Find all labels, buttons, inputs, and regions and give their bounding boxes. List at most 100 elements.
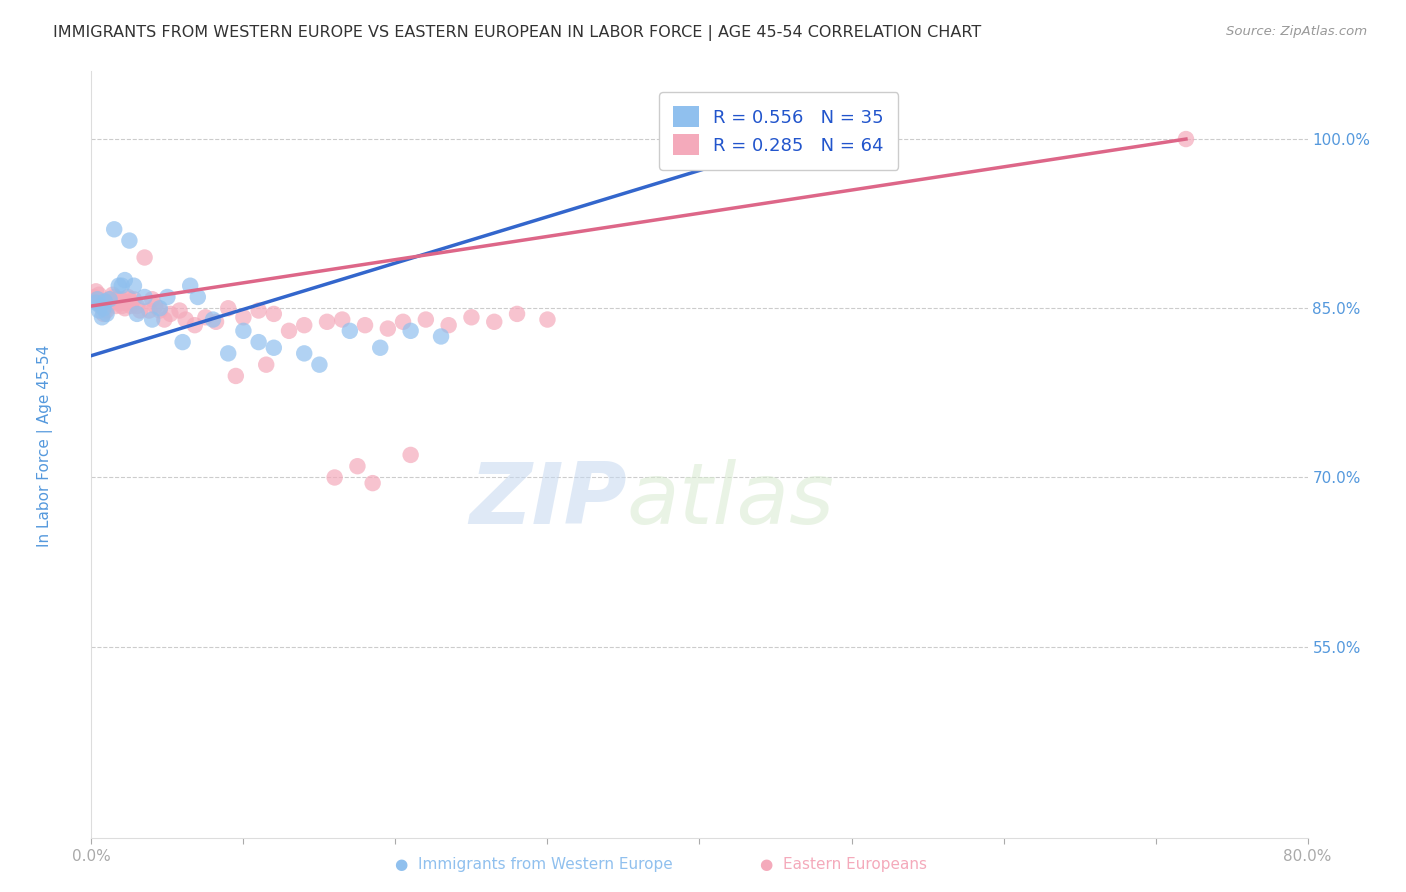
Point <box>247 335 270 350</box>
Point <box>354 318 377 333</box>
Point <box>399 324 422 338</box>
Point <box>149 303 172 318</box>
Point <box>174 312 197 326</box>
Point <box>437 318 460 333</box>
Point <box>143 299 166 313</box>
Point <box>134 290 156 304</box>
Point <box>107 295 129 310</box>
Point <box>98 292 121 306</box>
Point <box>107 278 129 293</box>
Point <box>114 273 136 287</box>
Point <box>194 310 217 325</box>
Legend: R = 0.556   N = 35, R = 0.285   N = 64: R = 0.556 N = 35, R = 0.285 N = 64 <box>659 92 898 169</box>
Point <box>292 318 315 333</box>
Point <box>104 299 127 313</box>
Point <box>100 295 122 310</box>
Point <box>263 341 285 355</box>
Point <box>86 292 108 306</box>
Point <box>415 312 437 326</box>
Text: atlas: atlas <box>627 459 835 542</box>
Point <box>149 301 172 316</box>
Point <box>84 295 107 310</box>
Point <box>115 295 138 310</box>
Text: Source: ZipAtlas.com: Source: ZipAtlas.com <box>1226 25 1367 38</box>
Point <box>83 290 105 304</box>
Point <box>232 324 254 338</box>
Point <box>399 448 422 462</box>
Point <box>368 341 391 355</box>
Point <box>111 278 134 293</box>
Point <box>98 292 121 306</box>
Point <box>184 318 207 333</box>
Point <box>103 222 125 236</box>
Point <box>94 294 117 309</box>
Point <box>361 476 384 491</box>
Point <box>217 301 239 316</box>
Point <box>202 312 225 326</box>
Point <box>308 358 330 372</box>
Point <box>122 292 145 306</box>
Point <box>110 292 132 306</box>
Point <box>134 251 156 265</box>
Point <box>323 470 346 484</box>
Point <box>506 307 529 321</box>
Point <box>159 307 181 321</box>
Point <box>89 299 111 313</box>
Point <box>103 290 125 304</box>
Point <box>810 132 832 146</box>
Point <box>93 301 115 316</box>
Point <box>91 299 114 313</box>
Point <box>153 312 176 326</box>
Point <box>129 303 152 318</box>
Point <box>89 295 111 310</box>
Point <box>392 315 415 329</box>
Point <box>125 299 148 313</box>
Point <box>460 310 482 325</box>
Point <box>96 307 118 321</box>
Point <box>105 292 128 306</box>
Point <box>91 310 114 325</box>
Text: IMMIGRANTS FROM WESTERN EUROPE VS EASTERN EUROPEAN IN LABOR FORCE | AGE 45-54 CO: IMMIGRANTS FROM WESTERN EUROPE VS EASTER… <box>53 25 981 41</box>
Point <box>179 278 201 293</box>
Point <box>118 234 141 248</box>
Point <box>111 299 134 313</box>
Text: In Labor Force | Age 45-54: In Labor Force | Age 45-54 <box>37 345 53 547</box>
Point <box>156 290 179 304</box>
Point <box>84 285 107 299</box>
Point <box>114 301 136 316</box>
Point <box>97 295 120 310</box>
Point <box>205 315 228 329</box>
Text: ●  Eastern Europeans: ● Eastern Europeans <box>761 857 927 872</box>
Point <box>169 303 191 318</box>
Text: ●  Immigrants from Western Europe: ● Immigrants from Western Europe <box>395 857 673 872</box>
Point <box>93 307 115 321</box>
Point <box>430 329 453 343</box>
Point <box>96 303 118 318</box>
Point <box>138 303 160 318</box>
Point <box>87 303 110 318</box>
Point <box>247 303 270 318</box>
Point <box>346 459 368 474</box>
Point <box>377 321 399 335</box>
Point <box>263 307 285 321</box>
Point <box>330 312 353 326</box>
Point <box>225 368 247 383</box>
Point <box>125 307 148 321</box>
Point <box>278 324 301 338</box>
Point <box>292 346 315 360</box>
Point <box>339 324 361 338</box>
Point <box>120 299 142 313</box>
Point <box>87 287 110 301</box>
Point <box>536 312 558 326</box>
Point <box>254 358 277 372</box>
Point <box>117 290 139 304</box>
Point <box>101 287 124 301</box>
Point <box>118 292 141 306</box>
Point <box>86 292 108 306</box>
Point <box>187 290 209 304</box>
Point <box>122 278 145 293</box>
Point <box>484 315 506 329</box>
Point <box>141 292 163 306</box>
Point <box>1174 132 1197 146</box>
Point <box>94 301 117 316</box>
